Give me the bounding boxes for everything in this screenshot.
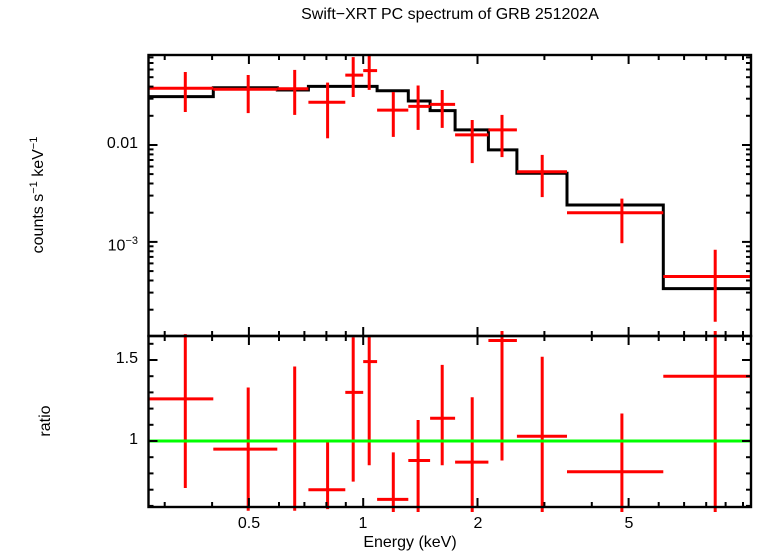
spectrum-data-series xyxy=(148,54,751,322)
x-tick-label: 5 xyxy=(624,515,634,532)
x-tick-label: 2 xyxy=(473,515,483,532)
ratio-panel-frame xyxy=(147,334,753,509)
ratio-data-series xyxy=(148,331,751,512)
spectrum-y-tick-label: 10−3 xyxy=(107,235,138,255)
spectrum-y-tick-label: 0.01 xyxy=(106,135,138,152)
ratio-y-tick-label: 1 xyxy=(129,431,138,448)
x-tick-label: 0.5 xyxy=(237,515,261,532)
figure-title: Swift−XRT PC spectrum of GRB 251202A xyxy=(301,6,599,23)
x-tick-label: 1 xyxy=(358,515,368,532)
ratio-y-axis-title: ratio xyxy=(37,405,54,437)
axis-ticks xyxy=(148,55,751,507)
model-step-line xyxy=(148,84,751,291)
x-axis-title: Energy (keV) xyxy=(363,534,457,551)
ratio-y-tick-label: 1.5 xyxy=(115,350,138,367)
spectrum-y-axis-title: counts s−1 keV−1 xyxy=(27,136,48,254)
spectrum-panel-frame xyxy=(147,53,753,338)
